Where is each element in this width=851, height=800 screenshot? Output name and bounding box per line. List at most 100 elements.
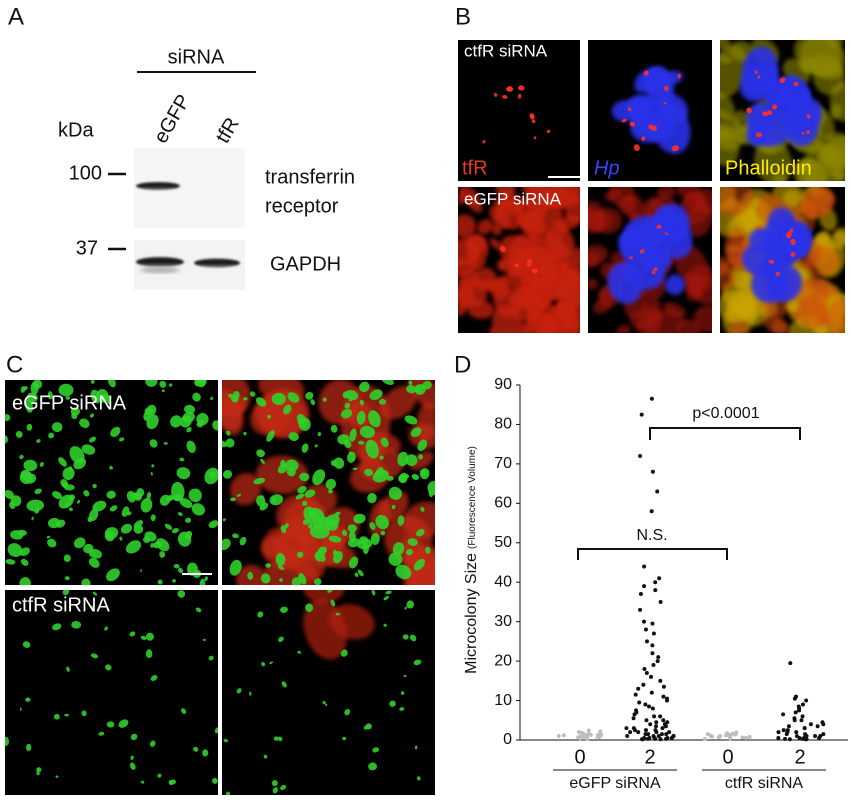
blot-band (136, 182, 180, 190)
stain (79, 418, 90, 429)
stain (754, 139, 793, 181)
stain (150, 471, 153, 476)
stain (34, 488, 42, 495)
stain (328, 488, 333, 494)
stain (347, 524, 357, 533)
stain (400, 691, 405, 695)
point (804, 698, 809, 703)
stain (152, 541, 163, 549)
stain (372, 469, 389, 483)
stain (30, 381, 39, 395)
stain (101, 394, 111, 402)
stain (335, 612, 341, 616)
channel-label: tfR (462, 157, 488, 179)
stain (622, 215, 667, 252)
stain (806, 114, 811, 119)
stain (729, 319, 749, 333)
point (702, 736, 707, 741)
point (747, 734, 752, 739)
point (642, 619, 647, 624)
stain (168, 383, 173, 387)
stain (269, 661, 273, 665)
row-label: eGFP siRNA (464, 189, 562, 208)
point (815, 724, 820, 729)
stain (493, 92, 498, 97)
point (598, 734, 603, 739)
stain (263, 754, 268, 759)
stain (409, 634, 417, 642)
stain (182, 411, 195, 423)
stain (62, 590, 70, 596)
point (641, 682, 646, 687)
stain (352, 467, 358, 471)
marker-label: 37 (76, 237, 98, 259)
stain (621, 118, 627, 123)
micrograph (5, 380, 218, 585)
stain (58, 494, 74, 509)
point (643, 627, 648, 632)
group-label: eGFP siRNA (569, 775, 661, 792)
stain (304, 489, 316, 498)
panel-label: C (6, 351, 23, 378)
stain (173, 564, 180, 569)
stain (272, 787, 278, 794)
stain (71, 412, 78, 420)
point (669, 736, 674, 741)
stain (22, 641, 31, 648)
stain (26, 499, 44, 512)
stain (58, 383, 74, 397)
stain (58, 457, 67, 467)
stain (694, 188, 712, 215)
stain (349, 428, 357, 442)
stain (790, 252, 796, 257)
stain (266, 430, 275, 442)
stain (25, 399, 33, 413)
stain (229, 559, 242, 576)
point (813, 734, 818, 739)
stain (19, 707, 22, 711)
point (783, 736, 788, 741)
x-tick-label: 0 (574, 746, 585, 768)
stain (333, 457, 345, 469)
stain (663, 102, 667, 105)
stain (607, 261, 644, 304)
point (786, 724, 791, 729)
point (643, 732, 648, 737)
point (653, 580, 658, 585)
stain (653, 267, 658, 271)
stain (779, 77, 786, 84)
marker-label: 100 (69, 162, 102, 184)
point (658, 737, 663, 742)
point (653, 736, 658, 741)
panel-label: B (455, 3, 471, 30)
stain (69, 446, 85, 464)
stain (302, 500, 308, 507)
stain (92, 591, 98, 596)
stain (358, 536, 369, 545)
stain (204, 576, 208, 582)
stain (526, 187, 552, 217)
point (636, 730, 641, 735)
stain (15, 431, 23, 438)
kda-label: kDa (58, 119, 94, 141)
point (632, 712, 637, 717)
stain (413, 558, 425, 571)
stain (397, 515, 405, 526)
stain (299, 472, 310, 482)
stain (820, 311, 831, 324)
stain (414, 745, 418, 750)
stain (766, 110, 773, 115)
stain (36, 767, 42, 773)
stain (52, 491, 63, 500)
stain (334, 511, 341, 517)
stain (793, 81, 799, 87)
stain (391, 505, 396, 510)
stain (109, 465, 113, 470)
micrograph-bg (458, 40, 580, 181)
stain (413, 659, 422, 666)
stain (415, 528, 425, 537)
stain (149, 439, 158, 448)
stain (104, 530, 115, 542)
point (658, 678, 663, 683)
